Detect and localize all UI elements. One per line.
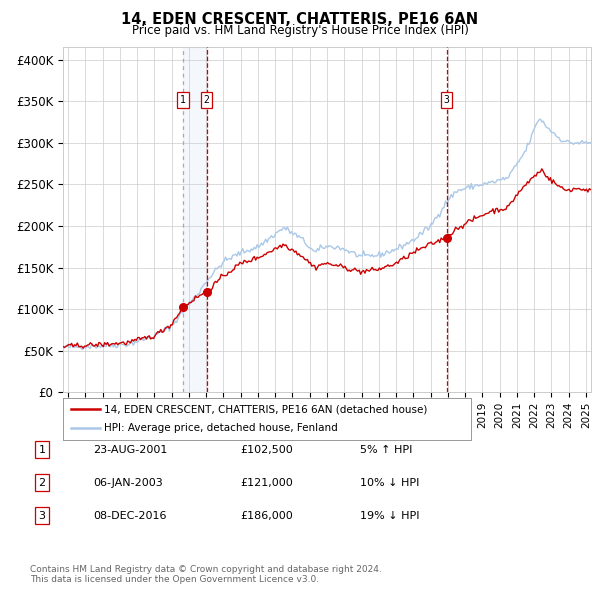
Text: 08-DEC-2016: 08-DEC-2016 <box>93 511 167 520</box>
Text: £186,000: £186,000 <box>240 511 293 520</box>
Text: 3: 3 <box>443 94 449 104</box>
Text: 2: 2 <box>203 94 209 104</box>
Text: 2: 2 <box>38 478 46 487</box>
Text: 1: 1 <box>38 445 46 454</box>
Text: £102,500: £102,500 <box>240 445 293 454</box>
Text: 14, EDEN CRESCENT, CHATTERIS, PE16 6AN: 14, EDEN CRESCENT, CHATTERIS, PE16 6AN <box>121 12 479 27</box>
Text: 23-AUG-2001: 23-AUG-2001 <box>93 445 167 454</box>
Text: 3: 3 <box>38 511 46 520</box>
Text: 06-JAN-2003: 06-JAN-2003 <box>93 478 163 487</box>
Text: Contains HM Land Registry data © Crown copyright and database right 2024.
This d: Contains HM Land Registry data © Crown c… <box>30 565 382 584</box>
Text: 1: 1 <box>180 94 185 104</box>
Text: 10% ↓ HPI: 10% ↓ HPI <box>360 478 419 487</box>
Bar <box>183 47 206 392</box>
Text: 5% ↑ HPI: 5% ↑ HPI <box>360 445 412 454</box>
Text: 14, EDEN CRESCENT, CHATTERIS, PE16 6AN (detached house): 14, EDEN CRESCENT, CHATTERIS, PE16 6AN (… <box>104 404 427 414</box>
Text: £121,000: £121,000 <box>240 478 293 487</box>
Text: Price paid vs. HM Land Registry's House Price Index (HPI): Price paid vs. HM Land Registry's House … <box>131 24 469 37</box>
Text: HPI: Average price, detached house, Fenland: HPI: Average price, detached house, Fenl… <box>104 424 338 434</box>
Text: 19% ↓ HPI: 19% ↓ HPI <box>360 511 419 520</box>
